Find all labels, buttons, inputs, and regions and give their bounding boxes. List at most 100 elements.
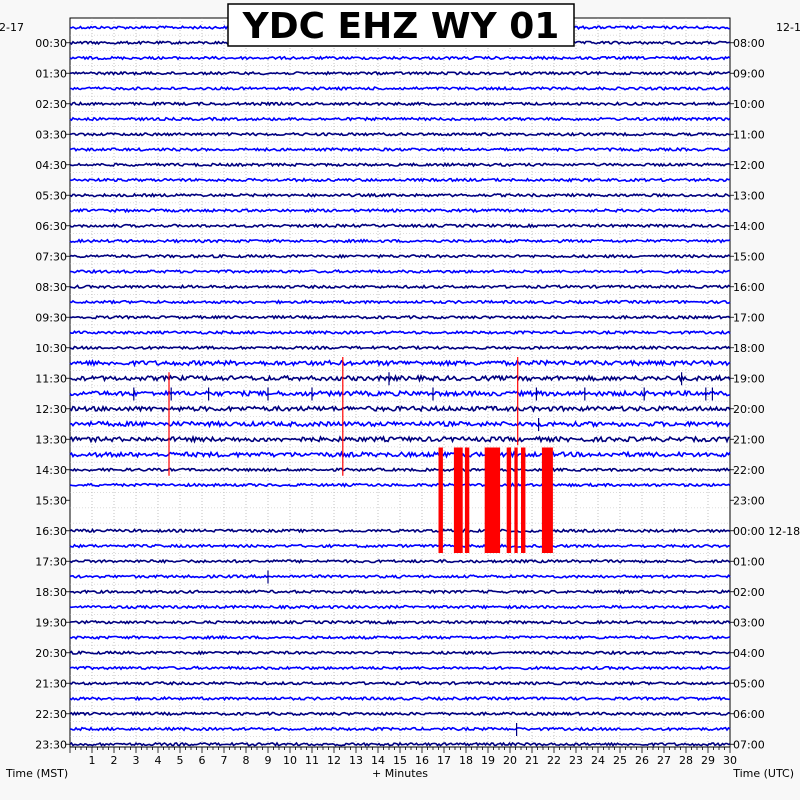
x-tick-label: 15 [393, 754, 407, 767]
date-left: 12-17 [0, 21, 24, 34]
right-tick-label: 13:00 [733, 189, 765, 202]
trace-line [69, 543, 730, 549]
trace-line [69, 207, 731, 214]
left-axis: 00:30 01:30 02:30 03:30 04:30 05:30 06:30 07:30… [35, 37, 70, 751]
trace-line [69, 527, 731, 534]
x-tick-label: 13 [349, 754, 363, 767]
x-tick-label: 9 [265, 754, 272, 767]
x-axis: 1 2 3 4 5 6 7 8 9 10 11 12 13 14 15 16 17 18 19 20 21 22 23 24 2… [69, 747, 737, 767]
trace-line [69, 726, 731, 732]
right-tick-label: 16:00 [733, 281, 765, 294]
trace-line [69, 604, 731, 610]
right-tick-label: 08:00 [733, 37, 765, 50]
clipped-band [506, 447, 512, 553]
x-tick-label: 30 [723, 754, 737, 767]
left-tick-label: 21:30 [35, 677, 67, 690]
right-tick-label: 01:00 [733, 555, 765, 568]
trace-line [69, 619, 731, 625]
trace-line [69, 55, 731, 61]
left-tick-label: 22:30 [35, 708, 67, 721]
trace-line [69, 573, 731, 580]
trace-line [69, 299, 731, 305]
x-tick-label: 10 [283, 754, 297, 767]
x-tick-label: 17 [437, 754, 451, 767]
trace-line [69, 649, 731, 656]
x-tick-label: 23 [569, 754, 583, 767]
trace-line [69, 680, 731, 686]
x-tick-label: 5 [177, 754, 184, 767]
trace-line [69, 146, 731, 153]
x-tick-label: 14 [371, 754, 385, 767]
trace-line [69, 116, 731, 122]
right-tick-label: 00:00 12-18 [733, 525, 800, 538]
left-tick-label: 00:30 [35, 37, 67, 50]
trace-line [69, 389, 731, 398]
clipped-band [484, 447, 501, 553]
trace-line [69, 70, 731, 76]
trace-line [69, 162, 731, 168]
x-tick-label: 24 [591, 754, 605, 767]
trace-line [69, 373, 731, 383]
x-tick-label: 20 [503, 754, 517, 767]
trace-line [69, 434, 731, 444]
right-axis-label: Time (UTC) [732, 767, 794, 780]
trace-line [69, 177, 731, 183]
trace-line [69, 268, 731, 275]
x-tick-label: 28 [679, 754, 693, 767]
right-axis: 08:00 09:00 10:00 11:00 12:00 13:00 14:00 15:00… [730, 37, 800, 751]
right-tick-label: 12:00 [733, 159, 765, 172]
right-tick-label: 09:00 [733, 67, 765, 80]
right-tick-label: 19:00 [733, 372, 765, 385]
left-tick-label: 05:30 [35, 189, 67, 202]
right-tick-label: 05:00 [733, 677, 765, 690]
right-tick-label: 04:00 [733, 647, 765, 660]
seismic-traces [69, 24, 731, 747]
left-tick-label: 08:30 [35, 281, 67, 294]
x-tick-label: 7 [221, 754, 228, 767]
x-tick-label: 2 [111, 754, 118, 767]
trace-line [69, 101, 731, 107]
right-tick-label: 18:00 [733, 342, 765, 355]
trace-line [70, 589, 731, 595]
clipped-band [521, 447, 526, 553]
right-tick-label: 10:00 [733, 98, 765, 111]
left-tick-label: 09:30 [35, 311, 67, 324]
x-tick-label: 22 [547, 754, 561, 767]
trace-line [69, 131, 731, 137]
x-tick-label: 16 [415, 754, 429, 767]
trace-line [69, 419, 731, 429]
right-tick-label: 21:00 [733, 433, 765, 446]
x-tick-label: 3 [133, 754, 140, 767]
right-tick-label: 07:00 [733, 738, 765, 751]
right-tick-label: 15:00 [733, 250, 765, 263]
trace-line [69, 222, 731, 229]
x-tick-label: 29 [701, 754, 715, 767]
trace-line [69, 634, 731, 641]
left-tick-label: 02:30 [35, 98, 67, 111]
left-tick-label: 20:30 [35, 647, 67, 660]
x-tick-label: 26 [635, 754, 649, 767]
trace-line [69, 665, 731, 671]
trace-line [69, 482, 731, 488]
left-tick-label: 04:30 [35, 159, 67, 172]
x-tick-label: 1 [89, 754, 96, 767]
right-tick-label: 06:00 [733, 708, 765, 721]
left-tick-label: 06:30 [35, 220, 67, 233]
trace-line [69, 404, 731, 413]
right-tick-label: 23:00 [733, 494, 765, 507]
left-tick-label: 07:30 [35, 250, 67, 263]
left-tick-label: 16:30 [35, 525, 67, 538]
right-tick-label: 14:00 [733, 220, 765, 233]
trace-line [69, 314, 731, 320]
x-axis-label: + Minutes [372, 767, 428, 780]
right-tick-label: 20:00 [733, 403, 765, 416]
trace-line [69, 329, 731, 336]
trace-line [69, 450, 731, 459]
trace-line [69, 558, 731, 564]
x-tick-label: 25 [613, 754, 627, 767]
clipped-band [438, 447, 443, 553]
right-tick-label: 03:00 [733, 616, 765, 629]
clipped-band [514, 447, 518, 553]
clipped-band [464, 447, 470, 553]
